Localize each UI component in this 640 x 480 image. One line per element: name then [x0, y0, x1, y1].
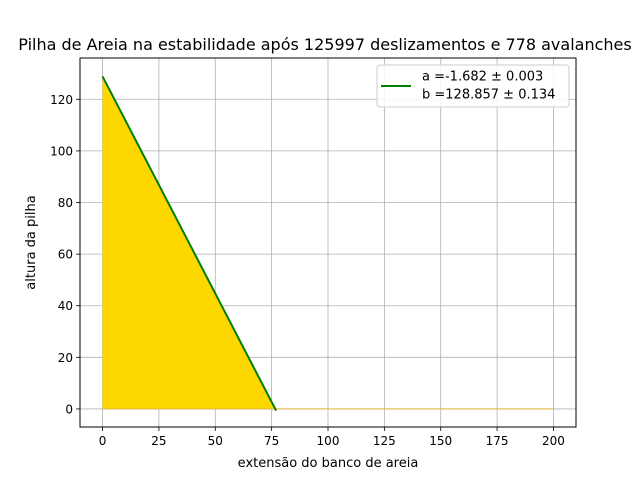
y-tick-label: 20: [58, 351, 73, 365]
legend: a =-1.682 ± 0.003 b =128.857 ± 0.134: [376, 64, 570, 108]
legend-entry-slope: a =-1.682 ± 0.003: [422, 70, 543, 85]
x-axis-ticks: 0 25 50 75 100 125 150 175 200: [99, 427, 565, 448]
x-tick-label: 200: [542, 434, 565, 448]
x-tick-label: 125: [373, 434, 396, 448]
legend-box: [376, 64, 570, 108]
x-axis-label: extensão do banco de areia: [238, 456, 419, 471]
y-tick-label: 60: [58, 248, 73, 262]
y-tick-label: 40: [58, 299, 73, 313]
chart-title: Pilha de Areia na estabilidade após 1259…: [18, 35, 631, 54]
sand-pile-area: [102, 76, 554, 409]
x-tick-label: 175: [486, 434, 509, 448]
plot-series: [101, 75, 554, 412]
x-tick-label: 50: [208, 434, 223, 448]
x-tick-label: 100: [317, 434, 340, 448]
x-tick-label: 25: [151, 434, 166, 448]
y-axis-label: altura da pilha: [24, 195, 39, 289]
y-axis-ticks: 0 20 40 60 80 100 120: [50, 93, 80, 416]
y-tick-label: 120: [50, 93, 73, 107]
y-tick-label: 100: [50, 144, 73, 158]
x-tick-label: 150: [429, 434, 452, 448]
fit-line: [101, 75, 278, 412]
x-tick-label: 0: [99, 434, 107, 448]
x-tick-label: 75: [264, 434, 279, 448]
y-tick-label: 0: [65, 402, 73, 416]
legend-entry-intercept: b =128.857 ± 0.134: [422, 88, 555, 103]
y-tick-label: 80: [58, 196, 73, 210]
